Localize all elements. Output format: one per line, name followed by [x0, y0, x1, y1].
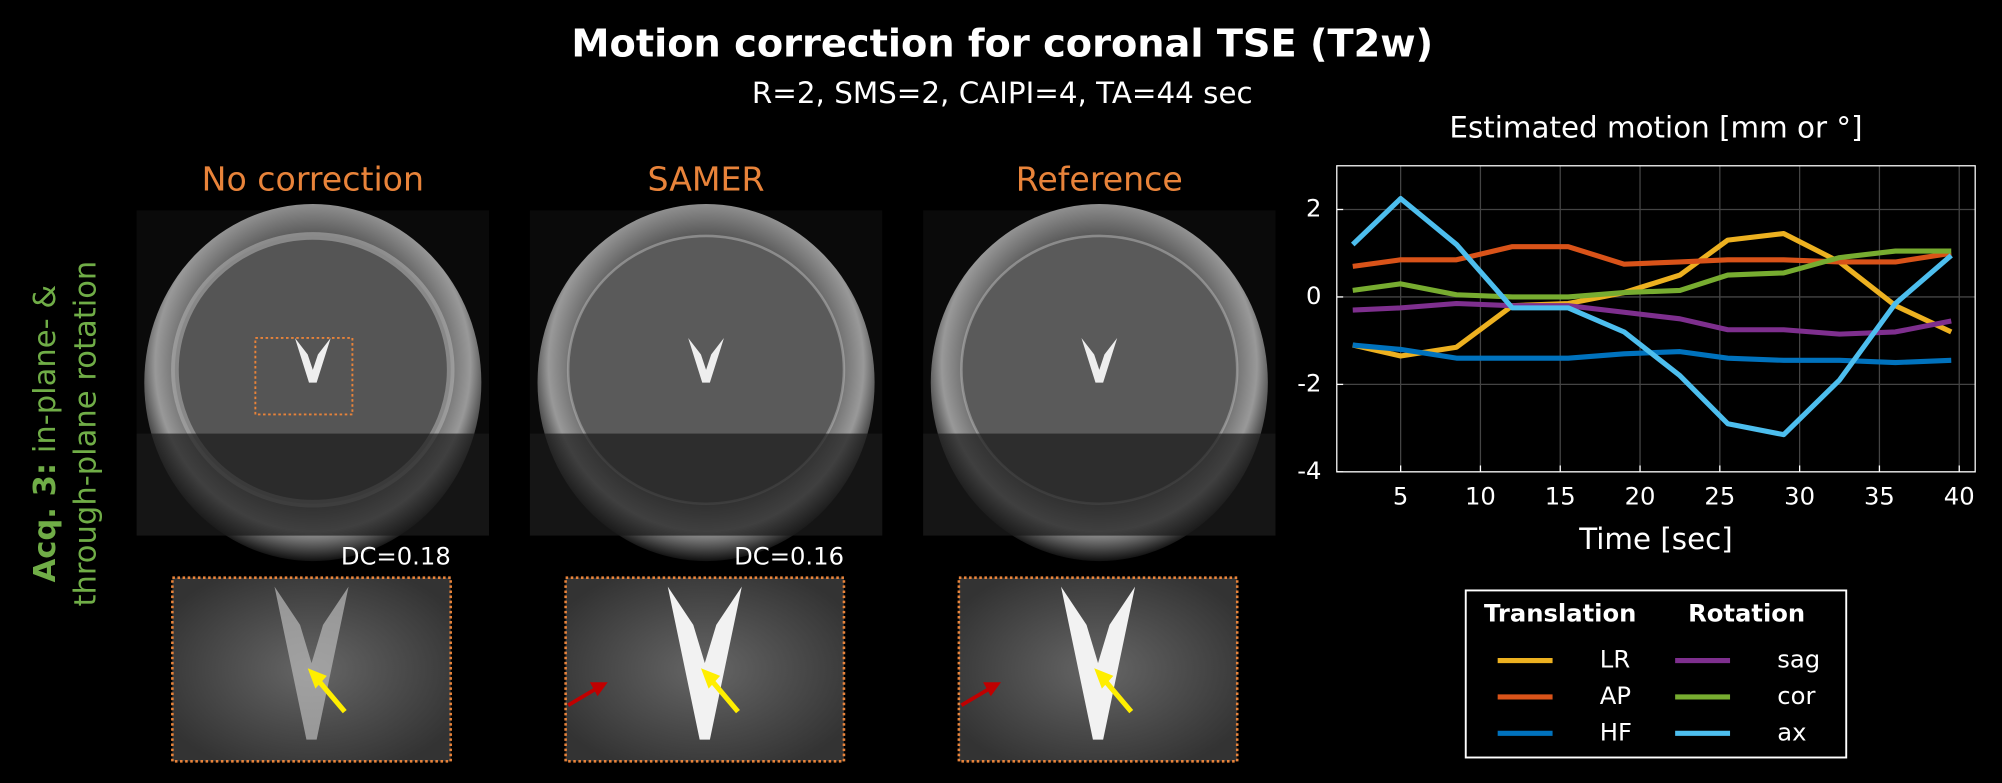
x-tick-label: 40: [1944, 481, 1975, 510]
side-label-text: in-plane- &: [27, 285, 62, 463]
yellow-arrow: [707, 676, 740, 714]
title: Motion correction for coronal TSE (T2w): [571, 21, 1433, 66]
zoom-marker: [254, 336, 354, 416]
yellow-arrowhead: [700, 668, 721, 689]
x-axis-label: Time [sec]: [1578, 522, 1733, 556]
line-series: [1352, 244, 1952, 269]
column-label: SAMER: [648, 160, 765, 199]
y-tick-label: -4: [1297, 456, 1321, 485]
x-tick-label: 5: [1393, 481, 1408, 510]
lower-region: [136, 433, 490, 536]
side-label: Acq. 3: in-plane- & through-plane rotati…: [27, 261, 103, 607]
x-tick-label: 20: [1625, 481, 1656, 510]
legend-group-header: Translation: [1484, 599, 1636, 628]
yellow-arrowhead: [307, 668, 327, 689]
images: No correction SAMER Reference DC=0.18 DC=0.1…: [136, 160, 1276, 763]
legend-box: [1464, 589, 1848, 759]
dc-label: DC=0.16: [734, 541, 844, 570]
y-tick-label: -2: [1297, 368, 1321, 397]
line-series: [1352, 248, 1952, 300]
red-arrow: [960, 686, 991, 707]
zoom-ventricles: [1061, 586, 1136, 740]
plot-title: Estimated motion [mm or °]: [1449, 110, 1862, 144]
legend-label: HF: [1600, 717, 1632, 746]
ventricles: [294, 337, 331, 383]
column-label: Reference: [1016, 160, 1183, 199]
side-label-bold: Acq. 3:: [27, 463, 62, 583]
y-tick-label: 2: [1306, 194, 1321, 223]
zoom-ventricles: [274, 586, 349, 740]
y-tick-label: 0: [1306, 281, 1321, 310]
dc-label: DC=0.18: [341, 541, 451, 570]
column-label: No correction: [202, 160, 424, 199]
yellow-arrowhead: [1094, 668, 1114, 689]
red-arrowhead: [983, 682, 1001, 697]
ventricles: [1081, 337, 1118, 383]
x-tick-label: 15: [1545, 481, 1576, 510]
red-arrow: [567, 686, 598, 707]
legend-label: cor: [1777, 681, 1815, 710]
legend-label: AP: [1600, 681, 1631, 710]
red-arrowhead: [589, 682, 608, 697]
legend-group-header: Rotation: [1688, 599, 1805, 628]
x-tick-label: 35: [1864, 481, 1895, 510]
legend-label: sag: [1777, 645, 1820, 674]
line-series: [1352, 300, 1952, 337]
yellow-arrow: [1101, 676, 1134, 714]
subtitle: R=2, SMS=2, CAIPI=4, TA=44 sec: [752, 76, 1253, 110]
lower-region: [923, 433, 1276, 536]
plot-area: [1336, 165, 1976, 472]
yellow-arrow: [314, 676, 347, 714]
zoom-ventricles: [667, 586, 742, 740]
legend-label: LR: [1600, 645, 1631, 674]
x-tick-label: 30: [1784, 481, 1815, 510]
legend-label: ax: [1777, 717, 1806, 746]
axes-frame: [1336, 165, 1976, 473]
side-label-line: through-plane rotation: [68, 261, 103, 607]
line-series: [1350, 196, 1953, 438]
x-tick-label: 25: [1704, 481, 1735, 510]
x-tick-label: 10: [1465, 481, 1496, 510]
side-label-line: Acq. 3: in-plane- &: [27, 285, 62, 583]
ventricles: [688, 337, 724, 383]
line-series: [1352, 231, 1953, 359]
lower-region: [529, 433, 883, 536]
